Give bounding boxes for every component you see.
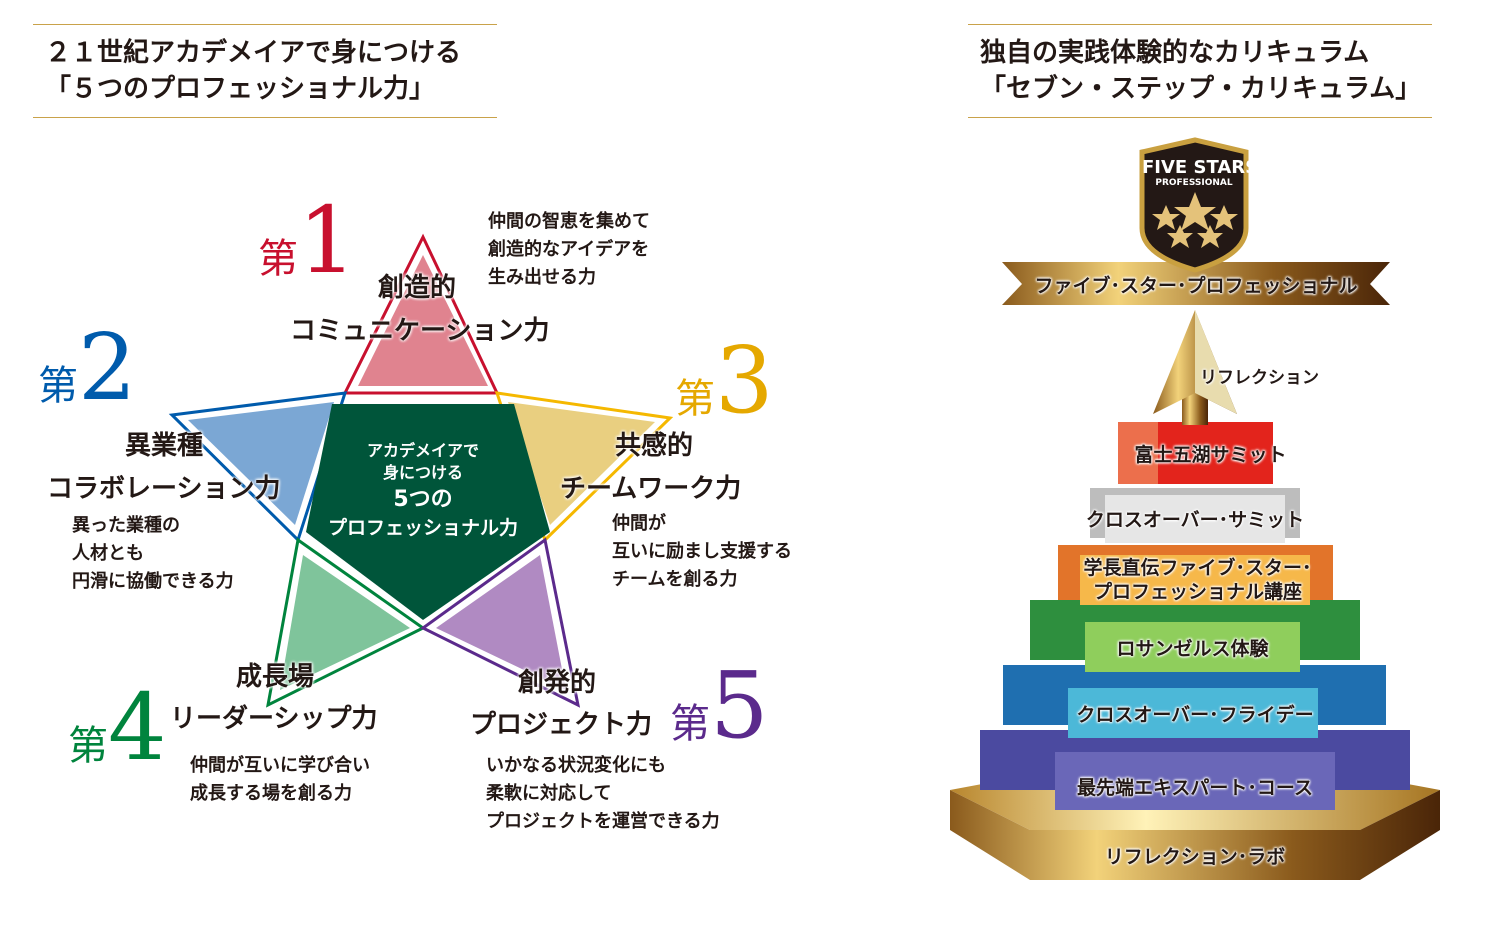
power-4-fill [280,555,410,690]
step-4-face [1085,622,1300,672]
power-3-title2: チームワーク力 [560,474,742,504]
center-text: アカデメイアで 身につける 5つの プロフェッショナル力 [318,440,528,540]
step-1-side [1118,422,1158,484]
heading-line: 「５つのプロフェッショナル力」 [45,74,436,104]
center-line: 身につける [382,463,463,482]
heading-line: ２１世紀アカデメイアで身につける [45,38,462,68]
desc-line: いかなる状況変化にも [486,755,666,776]
center-pentagon [306,404,550,620]
power-5-desc: いかなる状況変化にも 柔軟に対応して プロジェクトを運営できる力 [486,752,720,836]
step-6-label: 最先端エキスパート･コース [1077,777,1313,799]
power-3-title1: 共感的 [615,431,694,461]
power-3-desc: 仲間が 互いに励まし支援する チームを創る力 [612,510,792,594]
ordinal-number: 3 [715,327,774,434]
ordinal-number: 2 [78,314,137,421]
step-4-label: ロサンゼルス体験 [1116,638,1269,660]
ordinal-number: 1 [298,187,357,294]
power-1-title1: 創造的 [378,273,457,303]
stars-icon [1152,192,1238,248]
desc-line: 柔軟に対応して [486,783,612,804]
desc-line: 仲間が [612,513,666,534]
center-line: プロフェッショナル力 [327,517,518,539]
power-5-title2: プロジェクト力 [470,710,653,740]
badge-text: FIVE STARS PROFESSIONAL [1142,157,1259,189]
step-3-line: プロフェッショナル講座 [1092,581,1302,603]
arrow-head-light [1195,310,1237,414]
power-5-title1: 創発的 [518,668,597,698]
step-5-label: クロスオーバー･フライデー [1076,704,1314,726]
power-1-desc: 仲間の智恵を集めて 創造的なアイデアを 生み出せる力 [488,208,650,292]
ribbon [1002,262,1390,305]
desc-line: 円滑に協働できる力 [72,571,234,592]
power-5-fill [436,555,566,690]
ordinal-prefix: 第 [670,701,710,747]
desc-line: 互いに励まし支援する [612,541,792,562]
ribbon-label: ファイブ･スター･プロフェッショナル [1034,275,1358,297]
ordinal-prefix: 第 [38,363,78,409]
ordinal-5: 第5 [670,660,769,752]
desc-line: 生み出せる力 [488,267,596,288]
step-3-label: 学長直伝ファイブ･スター･ プロフェッショナル講座 [1040,556,1355,604]
desc-line: 仲間の智恵を集めて [488,211,650,232]
center-line: アカデメイアで [366,441,479,460]
step-5-face [1068,688,1318,738]
ordinal-prefix: 第 [68,723,108,769]
desc-line: 異った業種の [72,515,180,536]
step-7-front [950,790,1440,880]
ordinal-number: 5 [710,652,769,759]
step-3-face [1080,555,1310,605]
arrow-label: リフレクション [1200,368,1319,388]
step-6-face [1055,752,1335,810]
desc-line: 創造的なアイデアを [488,239,650,260]
ordinal-number: 4 [108,674,167,781]
heading-line: 独自の実践体験的なカリキュラム [980,38,1370,68]
desc-line: チームを創る力 [612,569,738,590]
power-2-title2: コラボレーション力 [47,474,281,504]
step-2-label: クロスオーバー･サミット [1085,509,1305,531]
power-2-desc: 異った業種の 人材とも 円滑に協働できる力 [72,512,234,596]
step-7-label: リフレクション･ラボ [1104,846,1286,868]
ordinal-3: 第3 [675,335,774,427]
desc-line: プロジェクトを運営できる力 [486,811,720,832]
power-4-title2: リーダーシップ力 [170,704,378,734]
step-2-face [1105,495,1285,543]
power-4-desc: 仲間が互いに学び合い 成長する場を創る力 [190,752,370,808]
power-4-title1: 成長場 [236,662,315,692]
desc-line: 成長する場を創る力 [190,783,352,804]
power-1-fill [358,255,488,386]
badge-line: PROFESSIONAL [1155,178,1233,188]
step-1-label: 富士五湖サミット [1134,444,1287,466]
power-3-fill [508,402,655,525]
ordinal-4: 第4 [68,682,167,774]
ordinal-prefix: 第 [258,236,298,282]
heading-line: 「セブン・ステップ・カリキュラム」 [980,74,1422,104]
center-line: 5つの [393,487,453,512]
right-heading: 独自の実践体験的なカリキュラム 「セブン・ステップ・カリキュラム」 [968,24,1432,118]
ordinal-2: 第2 [38,322,137,414]
step-3-line: 学長直伝ファイブ･スター･ [1083,557,1312,579]
desc-line: 仲間が互いに学び合い [190,755,370,776]
power-1-title2: コミュニケーション力 [290,316,550,346]
badge-line: FIVE STARS [1142,157,1259,178]
power-2-title1: 異業種 [125,431,204,461]
desc-line: 人材とも [72,543,144,564]
power-2-fill [188,402,334,525]
ordinal-prefix: 第 [675,376,715,422]
ordinal-1: 第1 [258,195,357,287]
left-heading: ２１世紀アカデメイアで身につける 「５つのプロフェッショナル力」 [33,24,497,118]
